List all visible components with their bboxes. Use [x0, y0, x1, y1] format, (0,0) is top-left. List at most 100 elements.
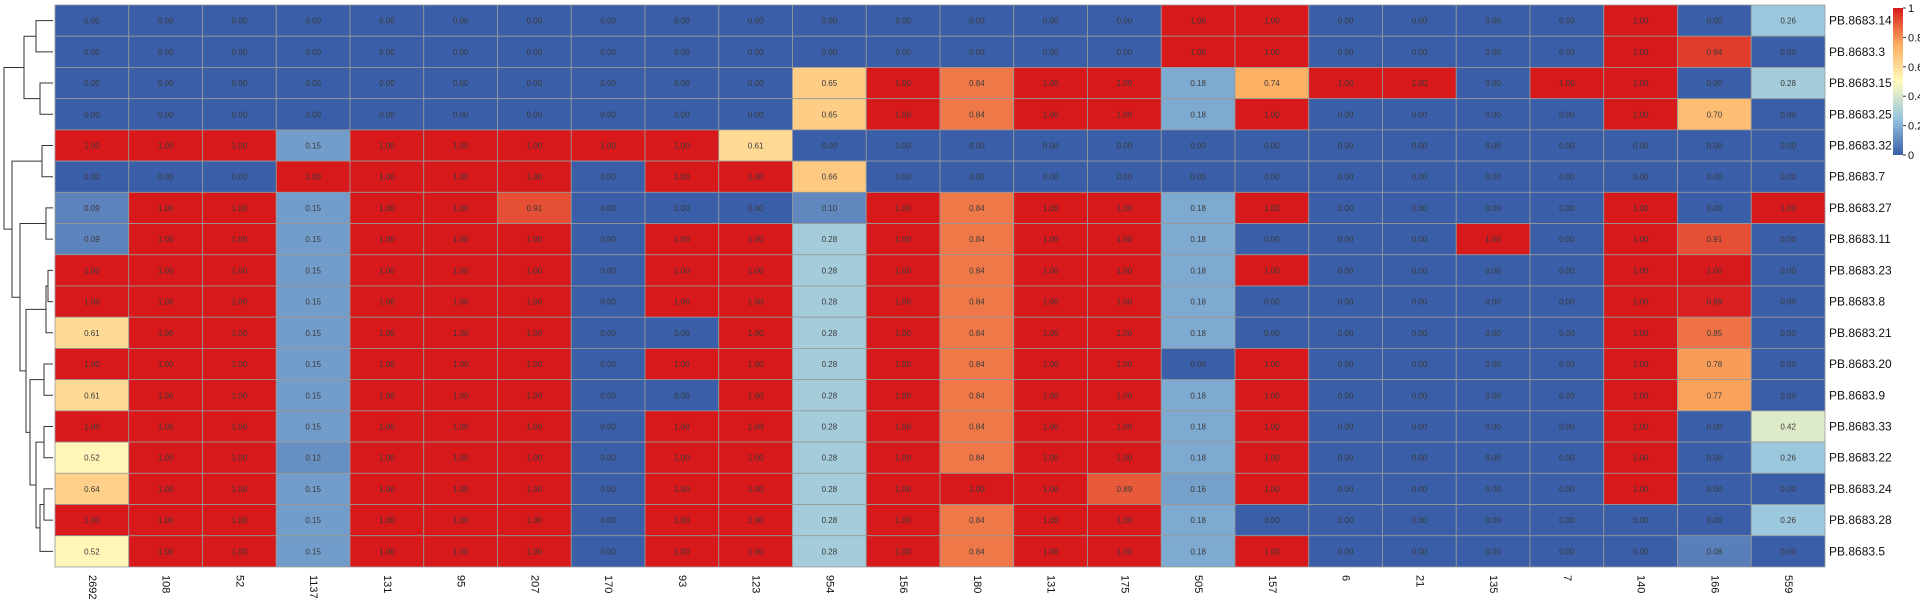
- heatmap-cell: [423, 191, 498, 224]
- heatmap-cell: [1750, 441, 1826, 474]
- cell-value-label: 1.00: [1043, 266, 1059, 275]
- cell-value-label: 0.15: [305, 547, 321, 556]
- heatmap-cell: [1455, 160, 1531, 193]
- cell-value-label: 0.00: [379, 48, 395, 57]
- cell-value-label: 0.18: [1190, 329, 1206, 338]
- column-label: 95: [455, 575, 467, 587]
- heatmap-cell: [570, 535, 646, 568]
- cell-value-label: 1.00: [158, 391, 174, 400]
- heatmap-cell: [570, 285, 646, 318]
- cell-value-label: 0.18: [1190, 391, 1206, 400]
- heatmap-cell: [128, 535, 203, 568]
- cell-value-label: 0.65: [822, 79, 838, 88]
- heatmap-cell: [792, 441, 867, 474]
- heatmap-cell: [792, 223, 867, 256]
- column-label: 2692: [86, 575, 98, 599]
- heatmap-cell: [644, 98, 720, 131]
- cell-value-label: 1.00: [1043, 454, 1059, 463]
- cell-value-label: 1.00: [453, 141, 469, 150]
- heatmap-cell: [1677, 441, 1752, 474]
- heatmap-cell: [1455, 191, 1531, 224]
- row-label: PB.8683.8: [1829, 295, 1885, 309]
- heatmap-cell: [1234, 223, 1310, 256]
- heatmap-cell: [644, 191, 720, 224]
- heatmap-cell: [865, 191, 941, 224]
- column-label: 175: [1118, 575, 1130, 593]
- cell-value-label: 0.84: [969, 391, 985, 400]
- column-label: 954: [823, 575, 835, 593]
- heatmap-cell: [1677, 379, 1752, 412]
- row-label: PB.8683.14: [1829, 14, 1892, 28]
- cell-value-label: 1.00: [453, 266, 469, 275]
- cell-value-label: 0.00: [1412, 48, 1428, 57]
- heatmap-cell: [275, 348, 351, 381]
- heatmap-cell: [1529, 285, 1605, 318]
- cell-value-label: 0.00: [1559, 266, 1575, 275]
- heatmap-cell: [1529, 129, 1605, 162]
- cell-value-label: 0.00: [969, 17, 985, 26]
- cell-value-label: 1.00: [232, 516, 248, 525]
- cell-value-label: 0.84: [969, 266, 985, 275]
- cell-value-label: 0.00: [1412, 266, 1428, 275]
- cell-value-label: 1.00: [1043, 298, 1059, 307]
- heatmap-cell: [718, 285, 793, 318]
- heatmap-cell: [1750, 67, 1826, 100]
- row-label: PB.8683.24: [1829, 482, 1892, 496]
- heatmap-cell: [128, 285, 203, 318]
- heatmap-cell: [1382, 4, 1457, 37]
- cell-value-label: 1.00: [1117, 266, 1133, 275]
- heatmap-cell: [570, 504, 646, 537]
- heatmap-cell: [1529, 67, 1605, 100]
- row-label: PB.8683.27: [1829, 201, 1892, 215]
- heatmap-cell: [570, 223, 646, 256]
- heatmap-cell: [792, 191, 867, 224]
- heatmap-cell: [1529, 504, 1605, 537]
- heatmap-cell: [202, 223, 277, 256]
- cell-value-label: 0.28: [1780, 79, 1796, 88]
- cell-value-label: 0.00: [1707, 422, 1723, 431]
- cell-value-label: 1.00: [379, 454, 395, 463]
- heatmap-cell: [275, 504, 351, 537]
- heatmap-cell: [1455, 504, 1531, 537]
- cell-value-label: 1.00: [379, 485, 395, 494]
- cell-value-label: 1.00: [1117, 329, 1133, 338]
- heatmap-cell: [865, 160, 941, 193]
- cell-value-label: 0.00: [1485, 547, 1501, 556]
- heatmap-cell: [1087, 191, 1162, 224]
- heatmap-cell: [54, 254, 130, 287]
- cell-value-label: 1.00: [748, 360, 764, 369]
- cell-value-label: 0.00: [453, 110, 469, 119]
- cell-value-label: 1.00: [1264, 17, 1280, 26]
- heatmap-cell: [1013, 35, 1088, 68]
- cell-value-label: 1.00: [527, 266, 543, 275]
- heatmap-cell: [1013, 348, 1088, 381]
- heatmap-cell: [865, 410, 941, 443]
- heatmap-cell: [718, 35, 793, 68]
- cell-value-label: 0.00: [674, 391, 690, 400]
- cell-value-label: 1.00: [158, 485, 174, 494]
- cell-value-label: 1.00: [379, 329, 395, 338]
- cell-value-label: 0.00: [1412, 485, 1428, 494]
- heatmap-cell: [497, 35, 572, 68]
- cell-value-label: 1.00: [1190, 17, 1206, 26]
- cell-value-label: 0.00: [158, 48, 174, 57]
- heatmap-cell: [939, 223, 1015, 256]
- cell-value-label: 1.00: [895, 454, 911, 463]
- heatmap-cell: [54, 472, 130, 505]
- heatmap-cell: [349, 379, 425, 412]
- column-label: 156: [897, 575, 909, 593]
- heatmap-cell: [497, 410, 572, 443]
- cell-value-label: 1.00: [232, 298, 248, 307]
- cell-value-label: 1.00: [527, 329, 543, 338]
- cell-value-label: 0.00: [1780, 329, 1796, 338]
- cell-value-label: 1.00: [1559, 79, 1575, 88]
- cell-value-label: 1.00: [1485, 235, 1501, 244]
- heatmap-cell: [423, 223, 498, 256]
- row-label: PB.8683.22: [1829, 451, 1892, 465]
- heatmap-cell: [1529, 535, 1605, 568]
- heatmap-cell: [128, 160, 203, 193]
- cell-value-label: 0.18: [1190, 298, 1206, 307]
- column-label: 166: [1708, 575, 1720, 593]
- heatmap-cell: [644, 472, 720, 505]
- heatmap-cell: [128, 410, 203, 443]
